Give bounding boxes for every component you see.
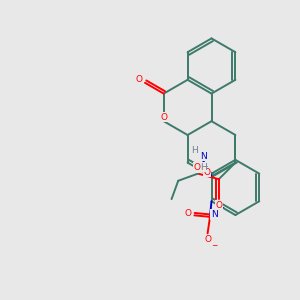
Text: O: O bbox=[204, 168, 211, 177]
Text: N: N bbox=[211, 210, 218, 219]
Text: O: O bbox=[136, 75, 143, 84]
Text: O: O bbox=[193, 163, 200, 172]
Text: N: N bbox=[200, 152, 207, 160]
Text: O: O bbox=[215, 201, 222, 210]
Text: H: H bbox=[191, 146, 198, 154]
Text: +: + bbox=[218, 205, 224, 211]
Text: O: O bbox=[160, 112, 167, 122]
Text: H: H bbox=[200, 163, 206, 172]
Text: −: − bbox=[211, 242, 217, 250]
Text: O: O bbox=[204, 236, 211, 244]
Text: O: O bbox=[184, 209, 191, 218]
